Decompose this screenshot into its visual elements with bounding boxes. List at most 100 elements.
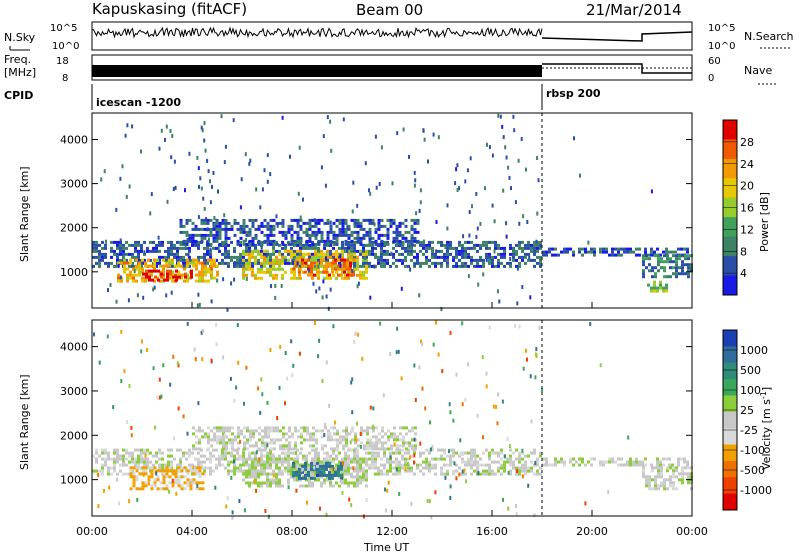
- heatmap-cell: [242, 454, 245, 458]
- heatmap-cell: [422, 246, 425, 250]
- heatmap-cell: [254, 481, 257, 485]
- heatmap-speckle: [455, 476, 458, 481]
- heatmap-cell: [464, 261, 467, 265]
- heatmap-speckle: [266, 179, 269, 184]
- heatmap-cell: [281, 242, 285, 246]
- heatmap-cell: [521, 258, 524, 262]
- heatmap-cell: [257, 227, 261, 231]
- heatmap-cell: [333, 426, 336, 430]
- heatmap-cell: [422, 472, 425, 476]
- heatmap-cell: [395, 239, 399, 243]
- heatmap-cell: [242, 451, 245, 455]
- heatmap-cell: [440, 448, 443, 452]
- heatmap-cell: [359, 236, 363, 240]
- heatmap-cell: [656, 289, 659, 293]
- heatmap-cell: [284, 249, 287, 253]
- heatmap-cell: [218, 227, 222, 231]
- heatmap-speckle: [261, 187, 264, 192]
- heatmap-cell: [488, 258, 491, 262]
- x-tick-label: 00:00: [76, 525, 108, 538]
- heatmap-cell: [660, 466, 663, 470]
- heatmap-cell: [195, 469, 199, 473]
- heatmap-cell: [269, 457, 272, 461]
- heatmap-speckle: [226, 496, 229, 501]
- heatmap-cell: [678, 272, 681, 276]
- heatmap-speckle: [322, 279, 325, 284]
- heatmap-cell: [266, 270, 269, 274]
- heatmap-cell: [116, 448, 119, 452]
- heatmap-cell: [288, 435, 291, 439]
- heatmap-cell: [311, 276, 314, 280]
- heatmap-cell: [207, 258, 210, 262]
- heatmap-speckle: [318, 338, 321, 343]
- heatmap-cell: [395, 249, 398, 253]
- heatmap-cell: [488, 463, 491, 467]
- heatmap-speckle: [302, 197, 304, 202]
- heatmap-cell: [437, 261, 440, 265]
- heatmap-cell: [428, 451, 431, 455]
- heatmap-cell: [281, 273, 284, 277]
- heatmap-cell: [182, 230, 186, 234]
- heatmap-cell: [404, 258, 407, 262]
- heatmap-cell: [377, 451, 380, 455]
- heatmap-cell: [319, 464, 322, 468]
- heatmap-cell: [298, 467, 301, 471]
- heatmap-speckle: [211, 184, 213, 189]
- heatmap-cell: [683, 247, 686, 251]
- colorbar-swatch: [723, 460, 737, 478]
- heatmap-cell: [330, 447, 333, 451]
- heatmap-cell: [311, 230, 315, 234]
- heatmap-cell: [264, 447, 267, 451]
- heatmap-cell: [572, 250, 575, 254]
- heatmap-cell: [242, 249, 245, 253]
- heatmap-cell: [675, 269, 678, 273]
- heatmap-cell: [224, 246, 227, 250]
- heatmap-cell: [195, 279, 198, 283]
- heatmap-cell: [343, 267, 346, 271]
- heatmap-cell: [242, 218, 246, 222]
- heatmap-cell: [353, 451, 356, 455]
- heatmap-speckle: [202, 196, 205, 201]
- heatmap-cell: [261, 438, 264, 442]
- heatmap-cell: [192, 444, 195, 448]
- heatmap-cell: [203, 236, 207, 240]
- heatmap-cell: [230, 227, 234, 231]
- heatmap-cell: [366, 438, 369, 442]
- heatmap-cell: [434, 472, 437, 476]
- heatmap-cell: [323, 276, 326, 280]
- heatmap-cell: [198, 261, 201, 265]
- heatmap-cell: [224, 249, 227, 253]
- heatmap-cell: [467, 451, 470, 455]
- heatmap-cell: [273, 438, 276, 442]
- heatmap-cell: [257, 267, 260, 271]
- heatmap-cell: [473, 460, 476, 464]
- heatmap-cell: [443, 448, 446, 452]
- heatmap-speckle: [359, 432, 362, 436]
- heatmap-speckle: [169, 129, 172, 133]
- heatmap-cell: [647, 283, 650, 287]
- heatmap-cell: [680, 247, 683, 251]
- heatmap-cell: [144, 261, 147, 265]
- heatmap-cell: [482, 469, 485, 473]
- heatmap-cell: [287, 457, 290, 461]
- heatmap-cell: [166, 278, 169, 282]
- heatmap-cell: [197, 227, 201, 231]
- heatmap-cell: [668, 250, 671, 254]
- heatmap-cell: [317, 454, 320, 458]
- heatmap-cell: [134, 240, 137, 244]
- heatmap-cell: [251, 261, 254, 265]
- heatmap-cell: [309, 444, 312, 448]
- heatmap-cell: [148, 278, 151, 282]
- heatmap-cell: [239, 463, 242, 467]
- heatmap-cell: [236, 466, 239, 470]
- heatmap-speckle: [449, 495, 452, 500]
- heatmap-cell: [365, 264, 368, 268]
- heatmap-cell: [408, 444, 411, 448]
- heatmap-cell: [225, 429, 228, 433]
- heatmap-cell: [353, 240, 356, 244]
- heatmap-cell: [287, 454, 290, 458]
- heatmap-cell: [254, 258, 257, 262]
- heatmap-cell: [369, 447, 372, 451]
- heatmap-cell: [218, 224, 222, 228]
- heatmap-cell: [353, 221, 357, 225]
